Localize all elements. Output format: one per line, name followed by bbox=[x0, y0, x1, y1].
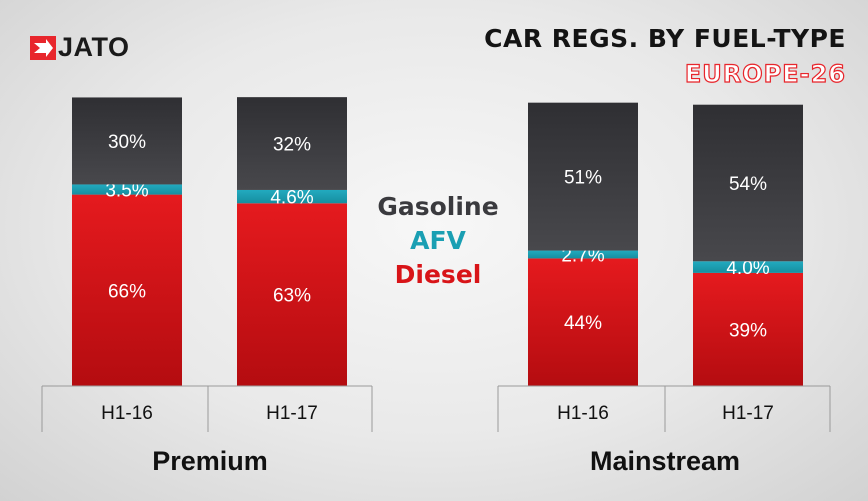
bar-mainstream-h1-17-diesel bbox=[693, 272, 803, 386]
x-tick-label-premium-h1-17: H1-17 bbox=[266, 403, 318, 424]
data-label-premium-h1-17-afv: 4.6% bbox=[270, 188, 313, 209]
legend-gasoline: Gasoline bbox=[377, 192, 499, 221]
bar-group-premium: 66% 3.5% 30% H1-16 63% 4.6% 32% H1-17 bbox=[41, 97, 373, 432]
bar-premium-h1-16-gasoline bbox=[72, 97, 182, 185]
bar-mainstream-h1-16-afv bbox=[528, 250, 638, 259]
data-label-mainstream-h1-17-diesel: 39% bbox=[729, 320, 767, 341]
chart-subtitle: EUROPE-26 bbox=[684, 59, 846, 88]
x-tick-label-mainstream-h1-16: H1-16 bbox=[557, 403, 609, 424]
data-label-premium-h1-17-gasoline: 32% bbox=[273, 135, 311, 156]
data-label-mainstream-h1-17-gasoline: 54% bbox=[729, 174, 767, 195]
bar-group-mainstream: 44% 2.7% 51% H1-16 39% 4.0% 54% H1-17 bbox=[497, 102, 831, 432]
bar-premium-h1-16-afv bbox=[72, 184, 182, 195]
data-label-mainstream-h1-16-diesel: 44% bbox=[564, 313, 602, 334]
jato-logo-icon bbox=[30, 35, 56, 60]
chart-title: CAR REGS. BY FUEL-TYPE bbox=[484, 24, 846, 53]
legend-diesel: Diesel bbox=[394, 260, 482, 289]
bar-premium-h1-16-diesel bbox=[72, 194, 182, 386]
x-tick-label-mainstream-h1-17: H1-17 bbox=[722, 403, 774, 424]
bar-mainstream-h1-17-afv bbox=[693, 261, 803, 273]
data-label-premium-h1-17-diesel: 63% bbox=[273, 286, 311, 307]
data-label-premium-h1-16-afv: 3.5% bbox=[105, 181, 148, 202]
data-label-premium-h1-16-gasoline: 30% bbox=[108, 132, 146, 153]
x-tick-label-premium-h1-16: H1-16 bbox=[101, 403, 153, 424]
logo-text: JATO bbox=[58, 32, 130, 62]
legend: Gasoline AFV Diesel bbox=[358, 190, 518, 292]
data-label-premium-h1-16-diesel: 66% bbox=[108, 281, 146, 302]
data-label-mainstream-h1-16-afv: 2.7% bbox=[561, 245, 604, 266]
bar-mainstream-h1-16-diesel bbox=[528, 258, 638, 386]
group-label-premium: Premium bbox=[152, 446, 268, 476]
bar-mainstream-h1-16-gasoline bbox=[528, 102, 638, 251]
bar-premium-h1-17-gasoline bbox=[237, 97, 347, 190]
data-label-mainstream-h1-17-afv: 4.0% bbox=[726, 258, 769, 279]
jato-logo: JATO bbox=[30, 34, 130, 61]
data-label-mainstream-h1-16-gasoline: 51% bbox=[564, 168, 602, 189]
bar-mainstream-h1-17-gasoline bbox=[693, 104, 803, 262]
group-label-mainstream: Mainstream bbox=[589, 446, 741, 476]
bar-premium-h1-17-diesel bbox=[237, 203, 347, 386]
legend-afv: AFV bbox=[410, 226, 466, 255]
bar-premium-h1-17-afv bbox=[237, 189, 347, 204]
